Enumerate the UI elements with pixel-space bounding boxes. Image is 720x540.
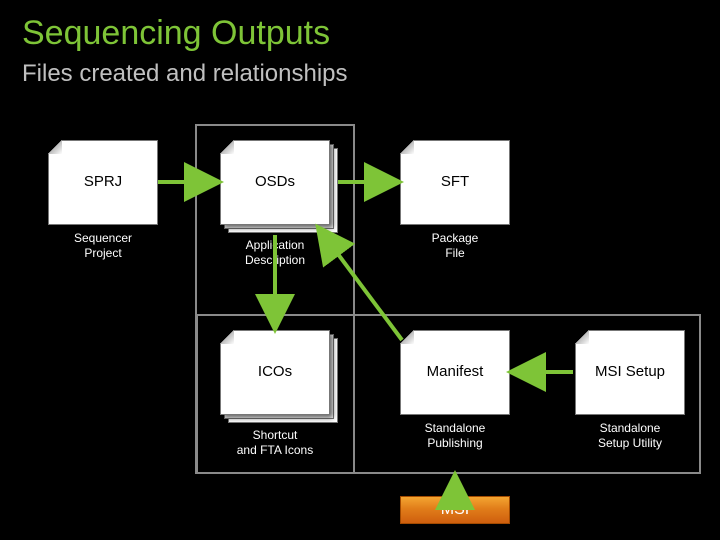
page-title: Sequencing Outputs [22, 14, 330, 53]
node-desc: PackageFile [400, 231, 510, 261]
node-desc: SequencerProject [48, 231, 158, 261]
doc-icon: SFT [400, 140, 510, 225]
node-sft: SFT PackageFile [400, 140, 510, 261]
node-desc: StandaloneSetup Utility [575, 421, 685, 451]
page-subtitle: Files created and relationships [22, 60, 348, 88]
node-desc: StandalonePublishing [400, 421, 510, 451]
doc-icon: Manifest [400, 330, 510, 415]
doc-icon: MSI Setup [575, 330, 685, 415]
doc-icon: SPRJ [48, 140, 158, 225]
node-desc: ApplicationDescription [220, 238, 330, 268]
node-msisetup: MSI Setup StandaloneSetup Utility [575, 330, 685, 451]
node-osds: OSDs ApplicationDescription [220, 140, 330, 268]
node-manifest: Manifest StandalonePublishing [400, 330, 510, 451]
doc-stack-icon: OSDs [220, 140, 338, 233]
doc-stack-icon: ICOs [220, 330, 338, 423]
node-desc: Shortcutand FTA Icons [220, 428, 330, 458]
diagram-stage: SPRJ SequencerProject OSDs ApplicationDe… [0, 100, 720, 540]
node-title: Manifest [401, 363, 509, 380]
msi-badge: MSI [400, 496, 510, 524]
node-icos: ICOs Shortcutand FTA Icons [220, 330, 330, 458]
node-title: SPRJ [49, 173, 157, 190]
node-sprj: SPRJ SequencerProject [48, 140, 158, 261]
node-title: SFT [401, 173, 509, 190]
node-title: MSI Setup [576, 363, 684, 380]
node-title: OSDs [221, 173, 329, 190]
node-title: ICOs [221, 363, 329, 380]
